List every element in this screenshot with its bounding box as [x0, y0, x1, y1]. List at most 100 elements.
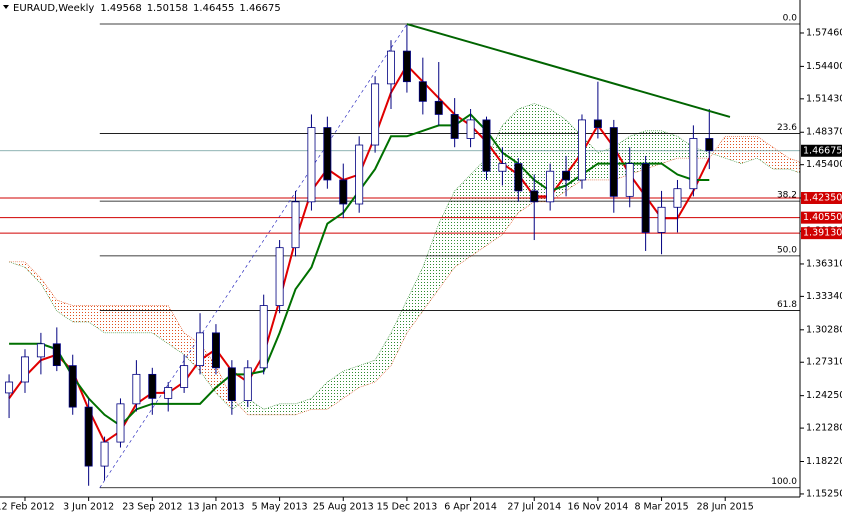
- x-tick-label: 3 Jun 2012: [63, 502, 114, 513]
- candle-body: [514, 163, 523, 192]
- candle-body: [148, 373, 157, 399]
- candle-body: [482, 119, 491, 172]
- x-tick-label: 8 Mar 2015: [634, 502, 688, 513]
- fib-label: 61.8: [777, 300, 797, 310]
- symbol: EURAUD,Weekly: [13, 3, 94, 14]
- cloud-segment: [136, 305, 153, 333]
- candle-body: [450, 114, 459, 139]
- candle-body: [466, 119, 475, 139]
- cloud-segment: [502, 108, 519, 235]
- y-tick-label: 1.36310: [806, 258, 842, 269]
- level-label: 1.39130: [803, 228, 842, 239]
- candle-body: [705, 138, 714, 152]
- candle-body: [530, 190, 539, 203]
- candle-body: [546, 170, 555, 203]
- candle-body: [180, 365, 189, 388]
- cloud-segment: [406, 267, 423, 333]
- candle-body: [673, 188, 682, 208]
- header-value: 1.49568: [100, 3, 141, 14]
- header-value: 1.46675: [239, 3, 280, 14]
- fib-label: 38.2: [777, 191, 797, 201]
- x-tick-label: 15 Dec 2013: [377, 502, 438, 513]
- cloud-segment: [470, 158, 487, 257]
- x-tick-label: 5 May 2013: [252, 502, 308, 513]
- candle-body: [434, 100, 443, 115]
- candle-body: [196, 332, 205, 367]
- x-tick-label: 27 Jul 2014: [507, 502, 561, 513]
- candle-body: [132, 373, 141, 405]
- candle-body: [100, 441, 109, 467]
- cloud-segment: [661, 130, 678, 164]
- x-tick-label: 6 Apr 2014: [444, 502, 497, 513]
- candle-body: [387, 50, 395, 85]
- level-box: [801, 191, 842, 204]
- fib-label: 23.6: [777, 123, 797, 133]
- cloud-segment: [120, 305, 137, 333]
- candle-body: [657, 206, 666, 233]
- candle-body: [5, 381, 14, 394]
- cloud-segment: [343, 365, 360, 399]
- y-tick-label: 1.54400: [806, 61, 842, 72]
- candle-body: [402, 50, 411, 83]
- candle-body: [498, 163, 507, 172]
- candle-body: [577, 119, 586, 181]
- menu-arrow[interactable]: [3, 5, 9, 9]
- level-label: 1.40550: [803, 212, 842, 223]
- fib-label: 50.0: [777, 245, 797, 255]
- cloud-segment: [104, 305, 121, 333]
- candle-body: [593, 119, 602, 128]
- candle-body: [52, 343, 61, 367]
- cloud-segment: [56, 300, 73, 322]
- candle-body: [339, 179, 348, 205]
- candle-body: [84, 406, 93, 467]
- cloud-segment: [40, 278, 57, 312]
- cloud-segment: [788, 158, 800, 173]
- cloud-segment: [391, 300, 407, 366]
- cloud-segment: [741, 136, 758, 164]
- level-box: [801, 211, 842, 224]
- trendline: [406, 23, 731, 118]
- y-tick-label: 1.24250: [806, 390, 842, 401]
- candle-body: [68, 365, 77, 408]
- cloud-segment: [279, 403, 296, 415]
- candle-body: [562, 170, 571, 181]
- cloud-segment: [327, 371, 344, 410]
- header-value: 1.46455: [193, 3, 234, 14]
- candle-body: [227, 367, 236, 401]
- cloud-segment: [24, 261, 41, 284]
- cloud-segment: [645, 130, 662, 170]
- y-tick-label: 1.30280: [806, 324, 842, 335]
- cloud-segment: [725, 136, 742, 164]
- candle-body: [355, 144, 364, 205]
- y-tick-label: 1.57460: [806, 27, 842, 38]
- candle-body: [211, 332, 220, 369]
- cloud-segment: [422, 223, 439, 312]
- candle-body: [371, 83, 380, 146]
- candle-body: [21, 356, 29, 383]
- cloud-segment: [375, 332, 392, 383]
- header-value: 1.50158: [147, 3, 188, 14]
- candle-body: [259, 305, 268, 369]
- candle-body: [291, 201, 300, 249]
- plot-area: 0.0 23.6 38.2 50.0 61.8 100.0: [0, 14, 800, 489]
- x-tick-label: 12 Feb 2012: [0, 502, 55, 513]
- x-tick-label: 25 Aug 2013: [313, 502, 374, 513]
- level-box: [801, 227, 842, 240]
- cloud-segment: [757, 136, 773, 170]
- candle-body: [418, 81, 427, 102]
- price-label: 1.46675: [803, 145, 842, 156]
- header-ohlc: 1.49568 1.50158 1.46455 1.46675: [100, 3, 280, 14]
- cloud-segment: [72, 305, 89, 322]
- candle-body: [275, 247, 284, 306]
- y-tick-label: 1.21280: [806, 423, 842, 434]
- y-tick-label: 1.51430: [806, 93, 842, 104]
- y-tick-label: 1.33340: [806, 291, 842, 302]
- candle-body: [164, 387, 173, 399]
- candle-body: [307, 127, 316, 203]
- y-tick-label: 1.18220: [806, 456, 842, 467]
- x-tick-label: 16 Nov 2014: [567, 502, 628, 513]
- x-tick-label: 23 Sep 2012: [122, 502, 182, 513]
- cloud-span: [8, 103, 800, 410]
- y-tick-label: 1.45400: [806, 159, 842, 170]
- cloud-span: [9, 135, 800, 416]
